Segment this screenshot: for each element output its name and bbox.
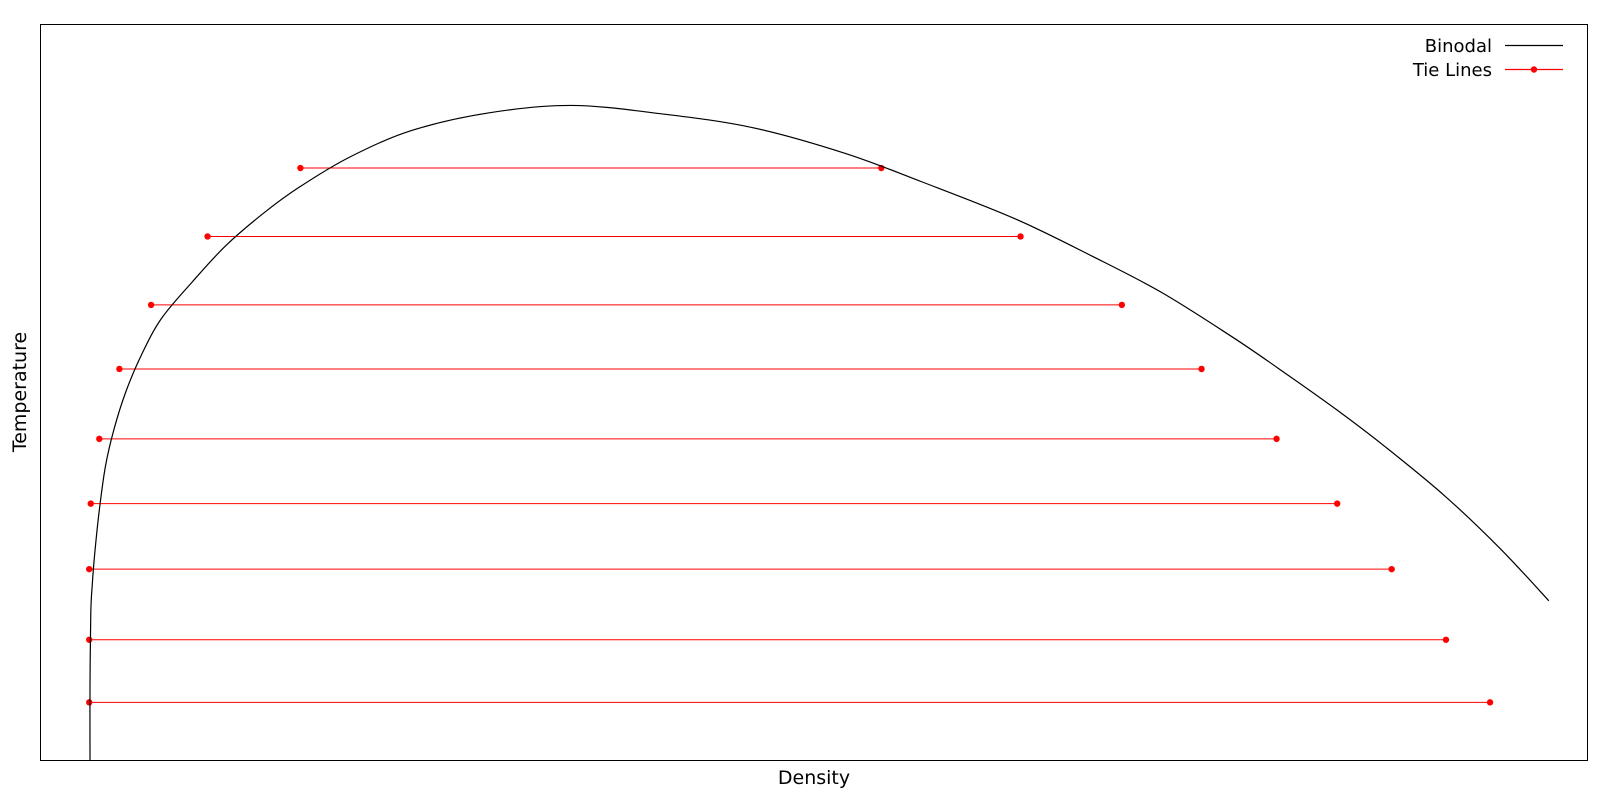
- tie-line-7-left-point: [86, 565, 93, 573]
- binodal-curve: [89, 104, 1550, 761]
- tie-line-8-left-point: [86, 636, 93, 643]
- legend-label-tie-lines: Tie Lines: [1412, 60, 1492, 81]
- tie-line-2-left-point: [204, 233, 211, 240]
- plot-frame: [40, 24, 1588, 761]
- tie-line-6-right-point: [1333, 500, 1341, 507]
- tie-line-3-right-point: [1118, 301, 1126, 309]
- tie-line-9-right-point: [1486, 699, 1494, 706]
- tie-lines-layer: [86, 164, 1494, 706]
- binodal-layer: [89, 104, 1550, 761]
- tie-line-3-left-point: [147, 301, 155, 309]
- tie-line-5-right-point: [1273, 435, 1280, 443]
- tie-line-6-left-point: [87, 500, 94, 507]
- x-axis-label: Density: [778, 767, 850, 789]
- tie-line-1-left-point: [297, 164, 304, 172]
- tie-line-7-right-point: [1388, 565, 1395, 573]
- legend: Binodal Tie Lines: [1412, 36, 1563, 81]
- tie-line-5-left-point: [96, 435, 103, 443]
- tie-line-9-left-point: [86, 699, 93, 706]
- legend-marker-tie-lines: [1530, 66, 1538, 73]
- y-axis-label: Temperature: [9, 332, 31, 453]
- legend-label-binodal: Binodal: [1425, 36, 1492, 57]
- tie-line-4-left-point: [116, 365, 123, 373]
- tie-line-4-right-point: [1198, 365, 1205, 373]
- tie-line-2-right-point: [1017, 233, 1024, 240]
- tie-line-8-right-point: [1442, 636, 1450, 643]
